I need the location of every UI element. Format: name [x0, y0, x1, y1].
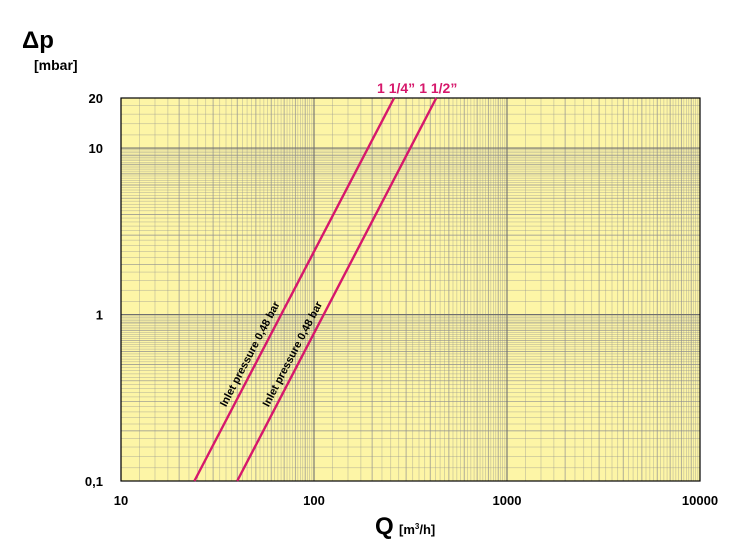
series-name-label-1: 1 1/4” — [377, 80, 415, 96]
x-axis-unit: [m3/h] — [399, 522, 435, 537]
x-tick-label: 10 — [114, 493, 128, 508]
series-line-2 — [236, 97, 438, 482]
plot-frame — [120, 97, 701, 482]
x-tick-label: 1000 — [493, 493, 522, 508]
series-name-label-2: 1 1/2” — [419, 80, 457, 96]
y-tick-label: 20 — [89, 91, 103, 106]
series-line-1 — [193, 97, 396, 482]
y-tick-label: 1 — [96, 308, 103, 323]
y-tick-label: 10 — [89, 141, 103, 156]
y-axis-unit: [mbar] — [34, 57, 78, 73]
y-tick-label: 0,1 — [85, 474, 103, 489]
x-axis-title: Q — [375, 513, 394, 540]
x-axis-unit-superscript: 3 — [415, 522, 420, 531]
plot-background — [121, 98, 700, 481]
tick-labels: 10 100 1000 10000 0,1 1 10 20 — [85, 91, 718, 508]
x-axis-unit-suffix: /h] — [419, 522, 435, 537]
y-axis-title: Δp — [22, 27, 54, 54]
x-tick-label: 100 — [303, 493, 325, 508]
x-tick-label: 10000 — [682, 493, 718, 508]
x-axis-unit-prefix: [m — [399, 522, 415, 537]
